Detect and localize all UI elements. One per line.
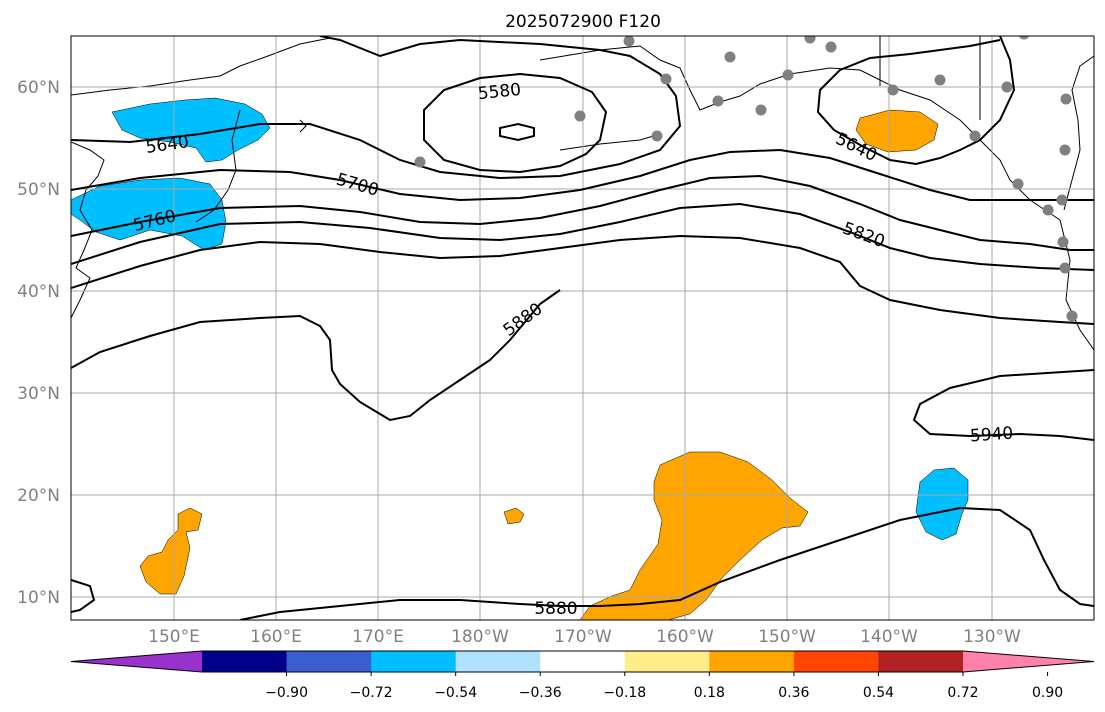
colorbar-segment bbox=[455, 651, 541, 672]
colorbar-segment bbox=[709, 651, 795, 672]
colorbar-tick-label: −0.18 bbox=[603, 685, 646, 701]
longitude-axis: 150°E 160°E 170°E 180°W 170°W 160°W 150°… bbox=[148, 627, 1021, 647]
lat-label: 50°N bbox=[17, 180, 60, 200]
lon-label: 160°E bbox=[250, 627, 302, 647]
colorbar-segment bbox=[371, 651, 457, 672]
lon-label: 140°W bbox=[860, 627, 918, 647]
colorbar-tick-label: 0.18 bbox=[694, 685, 725, 701]
colorbar-segment bbox=[286, 651, 372, 672]
contour-label-5940: 5940 bbox=[969, 424, 1014, 447]
colorbar-tick-label: −0.54 bbox=[434, 685, 477, 701]
station-markers bbox=[414, 36, 1078, 322]
colorbar-tick-label: −0.36 bbox=[519, 685, 562, 701]
lat-label: 60°N bbox=[17, 78, 60, 98]
positive-anomaly-regions bbox=[139, 109, 939, 620]
lat-label: 30°N bbox=[17, 384, 60, 404]
lon-label: 150°E bbox=[148, 627, 200, 647]
lon-label: 170°W bbox=[554, 627, 612, 647]
height-contours bbox=[71, 36, 1094, 620]
colorbar-tick-label: 0.36 bbox=[778, 685, 809, 701]
lat-label: 40°N bbox=[17, 282, 60, 302]
map-frame bbox=[70, 35, 1095, 621]
lon-label: 180°W bbox=[451, 627, 509, 647]
colorbar: −0.90 −0.72 −0.54 −0.36 −0.18 0.18 0.36 0.54 0.7… bbox=[70, 650, 1095, 701]
lon-label: 160°W bbox=[656, 627, 714, 647]
contour-label-5880-south: 5880 bbox=[534, 599, 577, 619]
colorbar-outline bbox=[70, 650, 1095, 673]
colorbar-tick-label: 0.54 bbox=[863, 685, 894, 701]
contour-label-5580: 5580 bbox=[477, 80, 522, 104]
lat-label: 10°N bbox=[17, 588, 60, 608]
colorbar-tick-label: 0.72 bbox=[947, 685, 978, 701]
colorbar-tick-label: −0.72 bbox=[350, 685, 393, 701]
graticule bbox=[71, 36, 1094, 620]
colorbar-segment bbox=[793, 651, 879, 672]
colorbar-segment bbox=[624, 651, 710, 672]
colorbar-segment bbox=[878, 651, 964, 672]
lat-label: 20°N bbox=[17, 486, 60, 506]
colorbar-extend-low bbox=[71, 651, 202, 672]
lon-label: 150°W bbox=[758, 627, 816, 647]
colorbar-segment bbox=[202, 651, 288, 672]
coastlines bbox=[71, 36, 1094, 351]
colorbar-tick-label: −0.90 bbox=[265, 685, 308, 701]
colorbar-extend-high bbox=[963, 651, 1094, 672]
map-title: 2025072900 F120 bbox=[505, 12, 661, 32]
colorbar-tick-label: 0.90 bbox=[1032, 685, 1063, 701]
latitude-axis: 60°N 50°N 40°N 30°N 20°N 10°N bbox=[17, 78, 60, 608]
lon-label: 170°E bbox=[352, 627, 404, 647]
colorbar-segment bbox=[540, 651, 626, 672]
lon-label: 130°W bbox=[963, 627, 1021, 647]
